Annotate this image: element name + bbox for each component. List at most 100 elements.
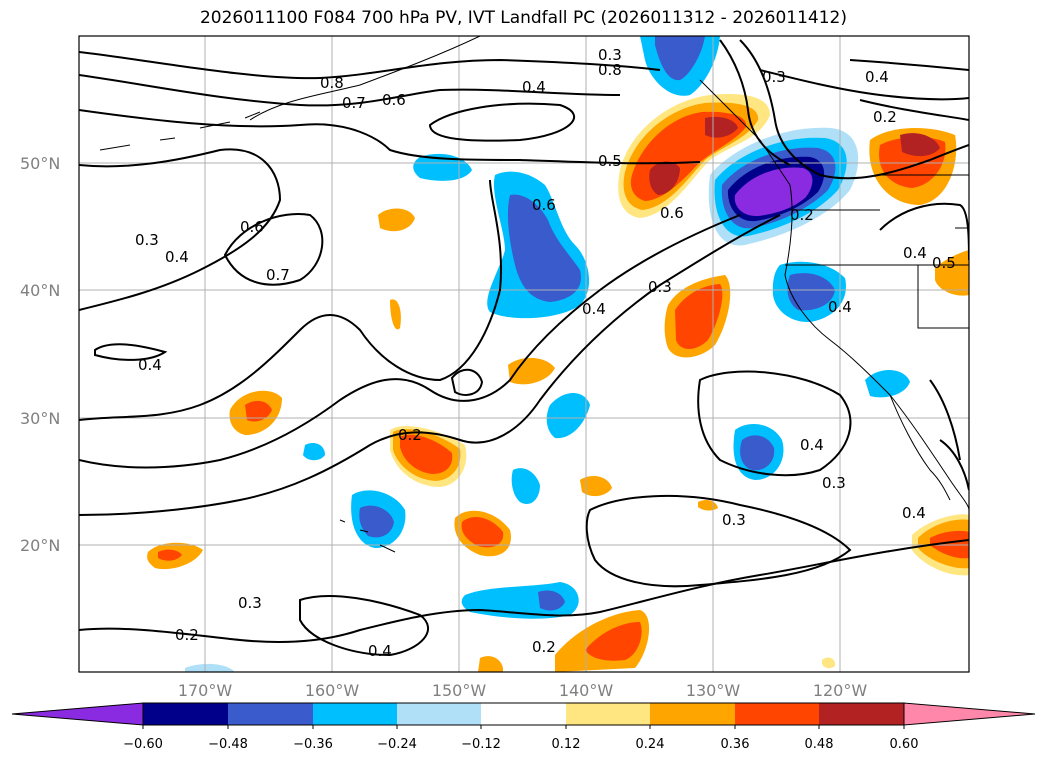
pos-anomaly-41n-114w (935, 250, 969, 296)
neg-anomaly-30n-130w-inner (740, 435, 775, 471)
contour-k (79, 539, 969, 643)
colorbar-bin (313, 703, 397, 725)
colorbar-extend-left (11, 702, 144, 726)
map-border (78, 35, 970, 673)
colorbar-border (142, 702, 905, 726)
neg-anomaly-small1 (413, 153, 472, 181)
colorbar-tick: 0.36 (721, 737, 750, 752)
contour-c (79, 109, 701, 165)
contour-label: 0.3 (135, 231, 159, 249)
neg-anomaly-coast-core (734, 167, 813, 217)
contour-label: 0.3 (722, 511, 746, 529)
us-west-coast (784, 184, 969, 511)
contour-label: 0.4 (828, 298, 852, 316)
colorbar-bin (228, 703, 313, 725)
contour-label: 0.4 (138, 356, 162, 374)
contour-v (929, 379, 961, 461)
colorbar-bin (566, 703, 650, 725)
colorbar-tick: 0.12 (552, 737, 581, 752)
pos-anomaly-11n-150w (478, 656, 503, 672)
contour-label: 0.4 (902, 504, 926, 522)
contour-label: 0.6 (532, 196, 556, 214)
pos-anomaly-34n-143w (508, 357, 555, 385)
coastlines (99, 36, 969, 553)
contour-label: 0.2 (398, 426, 422, 444)
contour-label: 0.7 (266, 266, 290, 284)
contour-i (79, 214, 781, 516)
contour-label: 0.3 (598, 46, 622, 64)
map-title: 2026011100 F084 700 hPa PV, IVT Landfall… (199, 8, 847, 28)
pos-anomaly-39n-155w (390, 299, 401, 330)
colorbar: −0.60 −0.48 −0.36 −0.24 −0.12 0.12 0.24 … (11, 702, 1036, 752)
contour-p (739, 39, 969, 180)
contour-label: 0.2 (873, 108, 897, 126)
contour-label: 0.2 (175, 626, 199, 644)
longitude-labels: 170°W 160°W 150°W 140°W 130°W 120°W (178, 681, 868, 700)
lat-label: 50°N (20, 154, 60, 173)
contour-label: 0.4 (522, 78, 546, 96)
colorbar-tick: 0.24 (636, 737, 665, 752)
pos-anomaly-12n-121w (822, 657, 836, 669)
contour-label: 0.3 (238, 594, 262, 612)
colorbar-tick: 0.60 (890, 737, 919, 752)
pv-contours (79, 39, 969, 657)
colorbar-bin (397, 703, 481, 725)
contour-label: 0.8 (320, 74, 344, 92)
contour-label: 0.3 (762, 68, 786, 86)
baja-peninsula (889, 394, 951, 501)
neg-anomaly-top-inner (655, 36, 705, 81)
colorbar-tick: −0.24 (377, 737, 417, 752)
contour-label: 0.6 (382, 91, 406, 109)
contour-labels: 0.8 0.7 0.6 0.4 0.5 0.3 0.4 0.2 0.6 0.2 … (135, 46, 956, 660)
contour-label: 0.6 (660, 204, 684, 222)
pos-anomaly-far-ne-core (900, 133, 940, 157)
contour-label: 0.4 (368, 642, 392, 660)
pc-shading (147, 36, 969, 672)
neg-anomaly-sw-coast-inner (787, 273, 835, 311)
contour-label: 0.5 (932, 254, 956, 272)
neg-anomaly-22n-155w-inner (359, 505, 394, 538)
pos-anomaly-ne-core (649, 161, 680, 195)
colorbar-tick: −0.48 (208, 737, 248, 752)
neg-anomaly-mid-inner (507, 194, 581, 302)
pos-anomaly-31n-167w-inner (245, 400, 272, 422)
colorbar-bin (735, 703, 819, 725)
contour-label: 0.2 (790, 206, 814, 224)
contour-label: 0.4 (800, 436, 824, 454)
contour-label: 0.4 (903, 244, 927, 262)
colorbar-extend-right (903, 702, 1036, 726)
alaska-coast (249, 36, 481, 121)
contour-label: 0.3 (648, 278, 672, 296)
pos-anomaly-12n-138w-inner (585, 622, 642, 661)
contour-j (450, 368, 484, 396)
contour-h (79, 214, 741, 469)
colorbar-bin (819, 703, 904, 725)
contour-label: 0.4 (865, 68, 889, 86)
contour-l (585, 494, 852, 588)
contour-r (759, 69, 969, 101)
lat-label: 40°N (20, 281, 60, 300)
contour-e (79, 148, 282, 311)
contour-label: 0.2 (532, 638, 556, 656)
contour-t (859, 99, 969, 121)
lon-label: 170°W (178, 681, 233, 700)
neg-anomaly-29n-142w (546, 392, 590, 439)
contour-o (94, 343, 168, 361)
pos-anomaly-27n-153w-inner2 (400, 434, 453, 474)
contour-label: 0.4 (582, 300, 606, 318)
pos-anomaly-38n-132w-inner (675, 284, 723, 349)
colorbar-tick: −0.36 (293, 737, 333, 752)
contour-n (299, 595, 430, 657)
state-lines (785, 174, 969, 329)
colorbar-bin (481, 703, 566, 725)
pos-anomaly-20n-145w-inner (461, 517, 504, 548)
colorbar-tick: 0.48 (805, 737, 834, 752)
pos-anomaly-24n-139w (580, 476, 612, 497)
contour-w (939, 439, 969, 491)
colorbar-tick: −0.12 (461, 737, 501, 752)
contour-a (79, 51, 661, 80)
lon-label: 140°W (559, 681, 614, 700)
neg-anomaly-24n-145w (511, 468, 540, 505)
lat-label: 30°N (20, 409, 60, 428)
contour-b (79, 74, 621, 107)
